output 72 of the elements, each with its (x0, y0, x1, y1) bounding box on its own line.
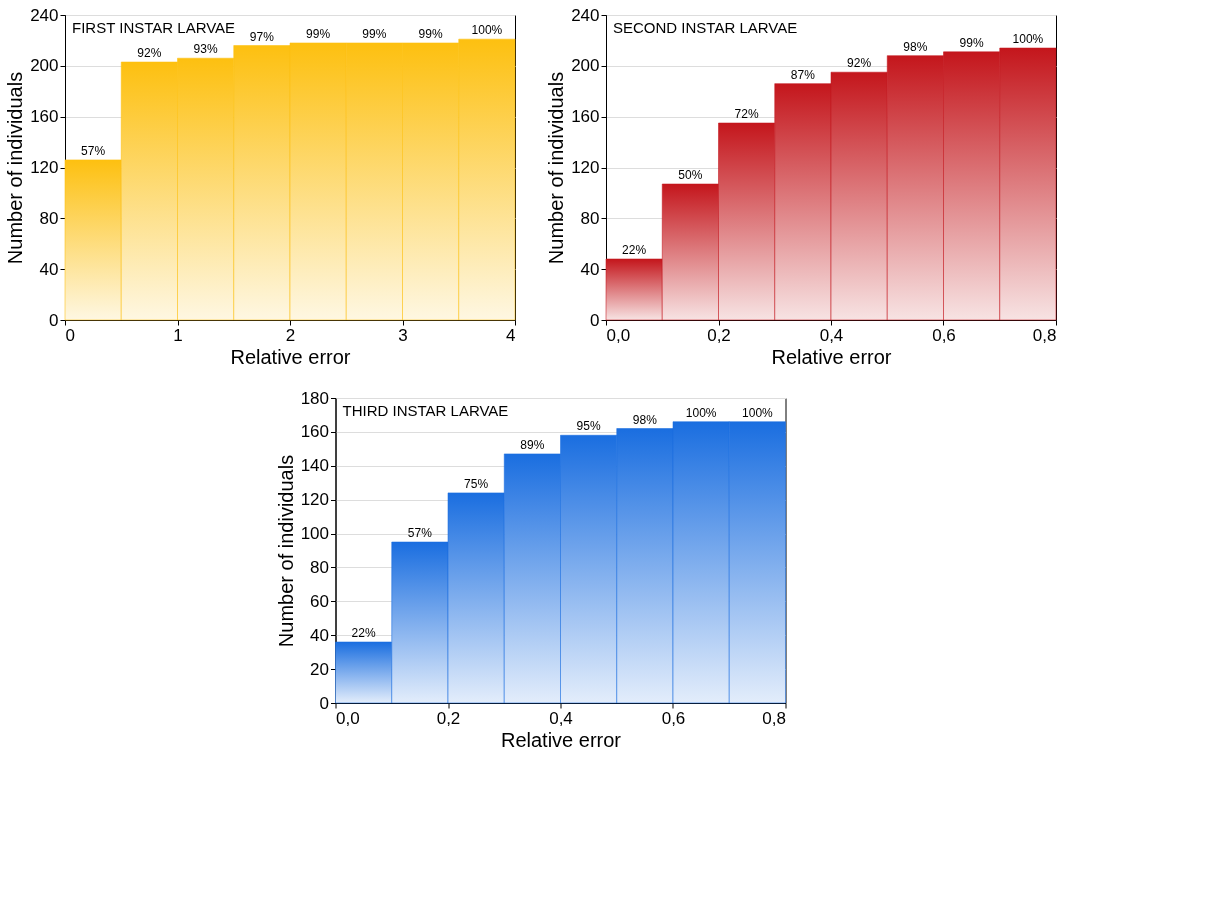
y-tick-label: 240 (571, 5, 600, 25)
x-tick-label: 0,0 (336, 708, 360, 728)
annotation: 100% (1012, 32, 1044, 47)
chart-title: FIRST INSTAR LARVAE (72, 19, 236, 36)
annotation: 92% (847, 56, 872, 71)
y-tick-label: 0 (319, 693, 329, 713)
annotation: 95% (576, 419, 601, 434)
y-axis-title: Number of individuals (4, 71, 27, 265)
x-tick-label: 0,4 (549, 708, 573, 728)
annotation: 57% (407, 526, 433, 541)
x-tick-label: 0,6 (932, 325, 956, 345)
annotation: 72% (734, 107, 759, 122)
chart-title: THIRD INSTAR LARVAE (342, 402, 509, 419)
x-tick-label: 0,4 (819, 325, 844, 345)
annotation: 99% (418, 26, 443, 41)
chart-title: SECOND INSTAR LARVAE (613, 19, 798, 36)
annotation: 22% (351, 626, 376, 640)
y-tick-label: 120 (571, 158, 600, 177)
x-tick-label: 3 (398, 325, 408, 345)
y-tick-label: 20 (310, 659, 329, 679)
x-tick-label: 0,6 (661, 708, 686, 728)
y-tick-label: 160 (300, 422, 329, 442)
y-tick-label: 200 (571, 56, 600, 76)
annotation: 100% (471, 23, 503, 38)
annotation: 75% (464, 476, 489, 491)
annotation: 97% (249, 29, 275, 44)
y-tick-label: 0 (49, 310, 59, 330)
y-axis-title: Number of individuals (545, 71, 568, 265)
annotation: 98% (903, 39, 928, 54)
x-tick-label: 0,2 (436, 708, 461, 728)
y-axis-title: Number of individuals (274, 454, 297, 648)
y-tick-label: 40 (580, 259, 600, 279)
x-tick-label: 0,8 (1032, 325, 1057, 345)
y-tick-label: 0 (590, 310, 600, 330)
x-tick-label: 0,0 (606, 325, 631, 345)
annotation: 87% (790, 67, 816, 82)
x-tick-label: 4 (506, 325, 516, 345)
y-tick-label: 120 (30, 158, 59, 177)
annotation: 99% (362, 26, 387, 41)
y-tick-label: 240 (30, 5, 59, 25)
annotation: 99% (306, 26, 331, 41)
y-tick-label: 200 (30, 56, 59, 76)
x-tick-label: 0,2 (707, 325, 731, 345)
annotation: 100% (742, 405, 774, 420)
y-tick-label: 160 (30, 107, 59, 127)
x-axis-title: Relative error (230, 345, 351, 368)
annotation: 50% (678, 168, 703, 183)
annotation: 100% (685, 405, 717, 420)
x-axis-title: Relative error (771, 345, 892, 368)
x-tick-label: 0 (65, 325, 75, 345)
x-tick-label: 1 (173, 325, 183, 345)
x-axis-title: Relative error (500, 728, 622, 751)
x-tick-label: 2 (285, 325, 296, 345)
y-tick-label: 80 (310, 557, 329, 577)
annotation: 92% (137, 46, 162, 61)
annotation: 98% (632, 412, 658, 427)
y-tick-label: 160 (571, 107, 600, 127)
y-tick-label: 80 (39, 208, 59, 228)
y-tick-label: 40 (310, 625, 329, 645)
y-tick-label: 80 (580, 208, 600, 228)
annotation: 93% (193, 42, 218, 57)
x-tick-label: 0,8 (762, 708, 786, 728)
annotation: 99% (959, 35, 984, 50)
annotation: 22% (622, 243, 647, 257)
y-tick-label: 100 (300, 524, 329, 544)
y-tick-label: 140 (300, 456, 329, 476)
annotation: 89% (520, 437, 545, 452)
y-tick-label: 180 (300, 388, 329, 408)
y-tick-label: 120 (300, 490, 329, 510)
y-tick-label: 40 (39, 259, 59, 279)
annotation: 57% (81, 143, 106, 158)
y-tick-label: 60 (310, 591, 329, 611)
